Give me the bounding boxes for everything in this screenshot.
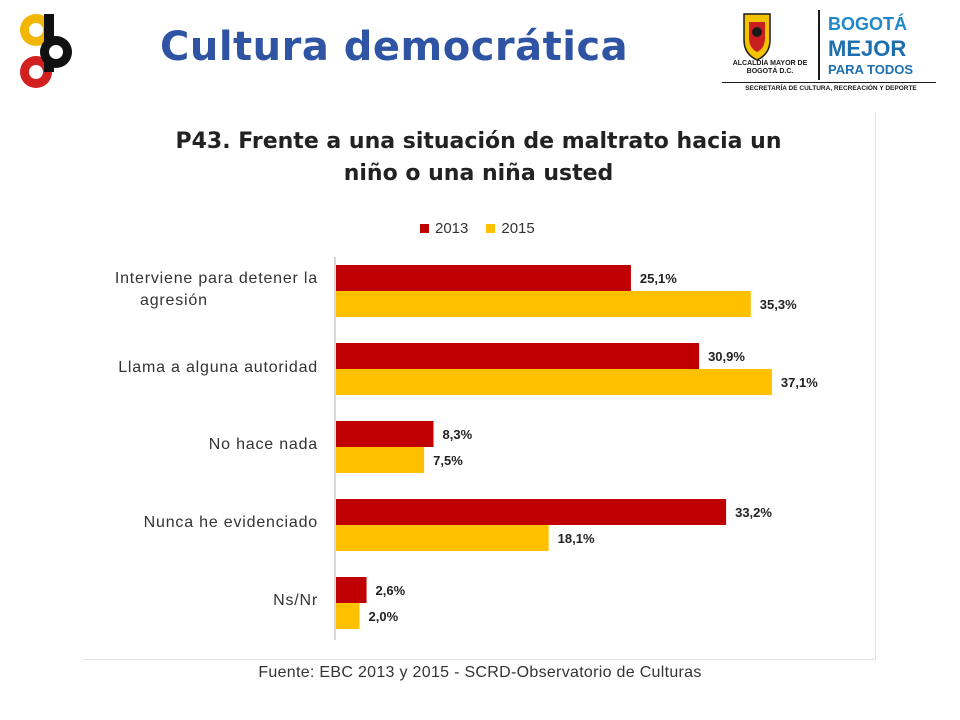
data-label-2015: 2,0% [369,609,399,624]
category-label-line: Nunca he evidenciado [143,514,318,531]
bar-2013 [336,265,631,291]
chart-title-line-2: niño o una niña usted [343,161,614,186]
alcaldia-bogota-logo: ALCALDÍA MAYOR DE BOGOTÁ D.C. BOGOTÁ MEJ… [718,4,940,100]
category-label-line: agresión [140,292,208,309]
category-label: Nunca he evidenciado [88,512,318,534]
bar-2013 [336,421,434,447]
alcaldia-text: ALCALDÍA MAYOR DE BOGOTÁ D.C. [732,60,808,75]
data-label-2013: 2,6% [376,583,406,598]
data-label-2015: 35,3% [760,297,797,312]
bogota-text: BOGOTÁ [828,14,907,34]
data-label-2015: 7,5% [433,453,463,468]
category-label: Interviene para detener la agresión [88,268,318,312]
chart-frame [82,112,876,660]
slide-title: Cultura democrática [160,24,629,70]
category-label: Llama a alguna autoridad [88,357,318,379]
bar-2015 [336,447,425,473]
cultura-ciudadana-logo [20,14,72,88]
bar-2013 [336,577,367,603]
legend-label-2013: 2013 [435,219,469,237]
legend-item-2013: 2013 [420,220,468,237]
chart-legend: 2013 2015 [420,219,553,237]
legend-swatch-2015 [486,223,496,233]
legend-item-2015: 2015 [486,219,535,237]
data-label-2013: 25,1% [640,271,677,286]
mejor-text: MEJOR [828,36,907,61]
category-label: No hace nada [88,434,318,456]
bar-2015 [336,291,751,317]
category-label-line: No hace nada [208,436,318,453]
bar-2013 [336,343,700,369]
chart-title: P43. Frente a una situación de maltrato … [82,126,875,190]
data-label-2013: 30,9% [708,349,745,364]
category-label-line: Interviene para detener la [114,270,318,287]
bar-2015 [336,369,772,395]
category-label-line: Ns/Nr [273,592,318,609]
legend-label-2015: 2015 [501,219,535,237]
para-todos-text: PARA TODOS [828,62,913,77]
bar-2013 [336,499,727,525]
category-label-line: Llama a alguna autoridad [118,359,318,376]
bar-2015 [336,603,360,629]
data-label-2015: 37,1% [781,375,818,390]
data-label-2015: 18,1% [558,531,595,546]
bar-2015 [336,525,549,551]
data-label-2013: 8,3% [443,427,473,442]
coat-of-arms-icon [722,10,936,83]
secretaria-text: SECRETARÍA DE CULTURA, RECREACIÓN Y DEPO… [745,85,917,92]
data-label-2013: 33,2% [735,505,772,520]
category-label: Ns/Nr [88,590,318,612]
source-note: Fuente: EBC 2013 y 2015 - SCRD-Observato… [258,664,702,681]
chart-title-line-1: P43. Frente a una situación de maltrato … [175,129,782,154]
legend-swatch-2013 [420,223,429,233]
